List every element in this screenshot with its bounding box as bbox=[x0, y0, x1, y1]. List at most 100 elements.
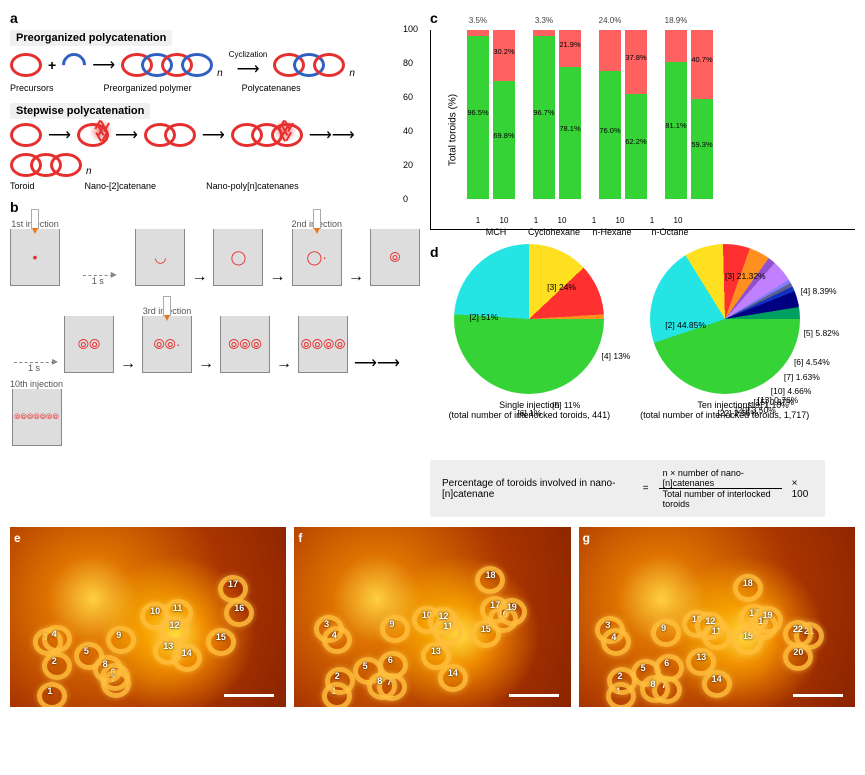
pie-slice-label: [3] 24% bbox=[547, 282, 576, 292]
afm-number: 19 bbox=[763, 610, 773, 620]
afm-image-g: g 12345678910111213141516171819202122 bbox=[579, 527, 855, 707]
afm-number: 13 bbox=[431, 646, 441, 656]
syringe-icon bbox=[313, 209, 321, 229]
afm-number: 12 bbox=[705, 616, 715, 626]
pie-slice-label: [4] 13% bbox=[602, 351, 631, 361]
afm-number: 8 bbox=[650, 679, 655, 689]
afm-number: 2 bbox=[617, 671, 622, 681]
syringe-icon bbox=[163, 296, 171, 316]
pie-slice-label: [6] 4.54% bbox=[794, 357, 830, 367]
afm-number: 6 bbox=[664, 658, 669, 668]
panel-a: a Preorganized polycatenation + ⟶ n Cycl… bbox=[10, 10, 430, 450]
syringe-icon bbox=[31, 209, 39, 229]
afm-number: 15 bbox=[216, 632, 226, 642]
pie-slice-label: [22] 2.56% bbox=[717, 408, 758, 418]
nano2-label: Nano-[2]catenane bbox=[85, 181, 157, 191]
afm-number: 4 bbox=[52, 629, 57, 639]
pie-slice-label: [7] 1.63% bbox=[784, 372, 820, 382]
pie-single: [2] 51%[3] 24%[4] 13%[5] 11%[6] 1% Singl… bbox=[449, 244, 611, 420]
scheme-stepwise: ⟶ ⟶ ⟶ ⟶⟶ n bbox=[10, 123, 420, 177]
arc-icon bbox=[57, 48, 91, 82]
bar-chart: Total toroids (%) Catenated toroids Sing… bbox=[430, 30, 855, 230]
afm-number: 2 bbox=[335, 671, 340, 681]
beaker-icon: ⦾⦾⦾ bbox=[220, 316, 270, 373]
pie-slice-label: [5] 5.82% bbox=[804, 328, 840, 338]
panel-b: b 1st injection • 1 s ◡ → ◯ → 2nd inject… bbox=[10, 199, 430, 446]
pie-chart: [2] 44.85%[3] 21.32%[4] 8.39%[5] 5.82%[6… bbox=[650, 244, 800, 394]
toroid-label: Toroid bbox=[10, 181, 35, 191]
beaker-icon: ⦾⦾⦾⦾ bbox=[298, 316, 348, 373]
panel-a-title1: Preorganized polycatenation bbox=[10, 30, 172, 46]
formula-box: Percentage of toroids involved in nano-[… bbox=[430, 460, 825, 517]
afm-number: 22 bbox=[793, 624, 803, 634]
x-tick: 10 bbox=[667, 216, 689, 225]
afm-image-e: e 1234567891011121314151617 bbox=[10, 527, 286, 707]
afm-number: 5 bbox=[363, 661, 368, 671]
preorg-polymer-icon bbox=[121, 53, 213, 77]
dashed-arrow-icon bbox=[83, 275, 113, 276]
formula-fraction: n × number of nano-[n]catenanes Total nu… bbox=[659, 468, 782, 509]
afm-number: 14 bbox=[448, 668, 458, 678]
beaker-icon: ⦾⦾ bbox=[64, 316, 114, 373]
nano2-icon bbox=[144, 123, 196, 147]
afm-number: 13 bbox=[163, 641, 173, 651]
afm-number: 12 bbox=[438, 611, 448, 621]
burst-icon bbox=[87, 117, 115, 145]
x-group-label: n-Hexane bbox=[583, 227, 641, 237]
afm-number: 14 bbox=[182, 648, 192, 658]
bar: 59.3%40.7% bbox=[691, 30, 713, 199]
panel-d-label: d bbox=[430, 244, 439, 260]
afm-number: 4 bbox=[332, 630, 337, 640]
pie-chart: [2] 51%[3] 24%[4] 13%[5] 11%[6] 1% bbox=[454, 244, 604, 394]
panel-e-label: e bbox=[14, 531, 21, 545]
bar: 62.2%37.8% bbox=[625, 30, 647, 199]
pie-slice-label: [2] 51% bbox=[469, 312, 498, 322]
x-group-label: n-Octane bbox=[641, 227, 699, 237]
pie-slice-label: [4] 8.39% bbox=[801, 286, 837, 296]
scalebar-icon bbox=[224, 694, 274, 697]
pie-ten: [2] 44.85%[3] 21.32%[4] 8.39%[5] 5.82%[6… bbox=[640, 244, 809, 420]
polycatenanes-label: Polycatenanes bbox=[242, 83, 301, 93]
x-group-label: Cyclohexane bbox=[525, 227, 583, 237]
afm-number: 8 bbox=[103, 659, 108, 669]
panel-d: d [2] 51%[3] 24%[4] 13%[5] 11%[6] 1% Sin… bbox=[430, 244, 855, 420]
interval-label: 1 s bbox=[92, 276, 104, 286]
burst-icon bbox=[271, 117, 299, 145]
x-tick: 1 bbox=[583, 216, 605, 225]
formula-eq: = bbox=[643, 483, 649, 494]
x-group-label: MCH bbox=[467, 227, 525, 237]
afm-number: 4 bbox=[611, 632, 616, 642]
cyclization-label: Cyclization bbox=[229, 50, 268, 59]
afm-number: 10 bbox=[150, 606, 160, 616]
bar: 69.8%30.2% bbox=[493, 30, 515, 199]
afm-image-f: f 12345678910111213141516171819 bbox=[294, 527, 570, 707]
dashed-arrow-icon bbox=[14, 362, 54, 363]
afm-number: 11 bbox=[173, 603, 183, 613]
x-tick: 10 bbox=[609, 216, 631, 225]
panel-a-title2: Stepwise polycatenation bbox=[10, 103, 150, 119]
arrow-icon: ⟶ bbox=[92, 55, 115, 75]
polycatenane-icon bbox=[273, 53, 345, 77]
afm-number: 1 bbox=[47, 686, 52, 696]
afm-number: 6 bbox=[388, 655, 393, 665]
panel-b-label: b bbox=[10, 199, 420, 215]
panel-c-label: c bbox=[430, 10, 855, 26]
beaker-icon: ⦾⦾· bbox=[142, 316, 192, 373]
beaker-icon: ⦾ bbox=[370, 229, 420, 286]
x-tick: 1 bbox=[525, 216, 547, 225]
afm-row: e 1234567891011121314151617 f 1234567891… bbox=[10, 527, 855, 707]
afm-number: 12 bbox=[169, 620, 179, 630]
panel-c: c Total toroids (%) Catenated toroids Si… bbox=[430, 10, 855, 230]
pie-slice-label: [2] 44.85% bbox=[665, 320, 706, 330]
pie-slice-label: [6] 1% bbox=[517, 408, 541, 418]
formula-lhs: Percentage of toroids involved in nano-[… bbox=[442, 478, 633, 500]
pie-slice-label: [5] 11% bbox=[552, 400, 580, 410]
x-tick: 1 bbox=[641, 216, 663, 225]
bar: 78.1%21.9% bbox=[559, 30, 581, 199]
beaker-icon: • bbox=[10, 229, 60, 286]
beaker-icon: ◯· bbox=[292, 229, 342, 286]
ring-icon bbox=[10, 53, 42, 77]
afm-number: 9 bbox=[661, 623, 666, 633]
subscript-n: n bbox=[217, 68, 223, 79]
precursors-label: Precursors bbox=[10, 83, 54, 93]
